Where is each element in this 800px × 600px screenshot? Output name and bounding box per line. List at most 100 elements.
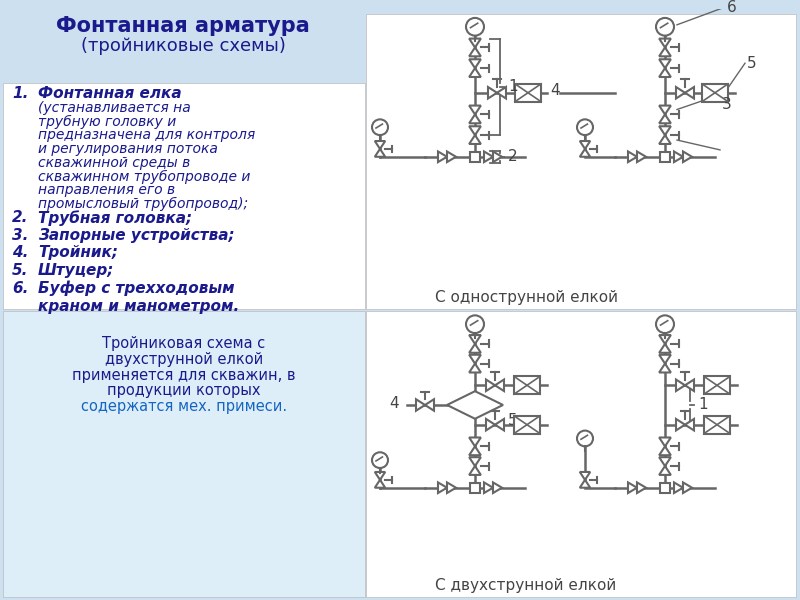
Polygon shape [469,59,481,68]
FancyBboxPatch shape [3,311,365,597]
Polygon shape [580,141,590,149]
Polygon shape [425,399,434,411]
Polygon shape [416,399,425,411]
Polygon shape [497,87,506,98]
Polygon shape [469,68,481,77]
Polygon shape [469,344,481,353]
Polygon shape [659,115,671,123]
Polygon shape [659,106,671,115]
Text: двухструнной елкой: двухструнной елкой [105,352,263,367]
Polygon shape [438,151,447,162]
Text: промысловый трубопровод);: промысловый трубопровод); [38,197,248,211]
Polygon shape [637,482,646,493]
Polygon shape [469,135,481,144]
Polygon shape [637,151,646,162]
Text: 5.: 5. [12,263,28,278]
Polygon shape [469,446,481,455]
Polygon shape [704,376,730,394]
Polygon shape [447,391,503,419]
Polygon shape [484,151,493,162]
Polygon shape [685,87,694,98]
Text: 5: 5 [508,413,518,428]
Text: 4.: 4. [12,245,28,260]
Polygon shape [469,106,481,115]
Polygon shape [659,135,671,144]
Polygon shape [659,437,671,446]
Text: направления его в: направления его в [38,184,175,197]
Text: 1: 1 [698,397,708,412]
Text: С однострунной елкой: С однострунной елкой [435,290,618,305]
Text: 1: 1 [508,79,518,94]
Text: 5: 5 [747,56,757,71]
Text: Тройниковая схема с: Тройниковая схема с [102,336,266,351]
Polygon shape [514,416,540,434]
Polygon shape [704,416,730,434]
Polygon shape [702,84,728,101]
Polygon shape [685,380,694,391]
Text: 3: 3 [722,97,732,112]
Polygon shape [659,126,671,135]
Polygon shape [470,152,480,162]
FancyBboxPatch shape [3,83,365,310]
Text: С двухструнной елкой: С двухструнной елкой [435,578,616,593]
Polygon shape [683,482,692,493]
Polygon shape [493,482,502,493]
Polygon shape [660,483,670,493]
Polygon shape [469,457,481,466]
Polygon shape [685,419,694,430]
Text: предназначена для контроля: предназначена для контроля [38,128,255,142]
Text: применяется для скважин, в: применяется для скважин, в [72,368,296,383]
Polygon shape [469,364,481,373]
Text: Фонтанная арматура: Фонтанная арматура [56,16,310,36]
Polygon shape [514,376,540,394]
Polygon shape [488,87,497,98]
Polygon shape [495,419,504,430]
Text: содержатся мех. примеси.: содержатся мех. примеси. [81,399,287,414]
Polygon shape [580,480,590,488]
Polygon shape [486,380,495,391]
Polygon shape [659,68,671,77]
Polygon shape [674,482,683,493]
Polygon shape [495,380,504,391]
Text: 6: 6 [727,0,737,14]
Text: Штуцер;: Штуцер; [38,263,114,278]
Text: трубную головку и: трубную головку и [38,115,176,128]
Polygon shape [659,355,671,364]
Polygon shape [659,466,671,475]
Polygon shape [469,126,481,135]
Text: Буфер с трехходовым
краном и манометром.: Буфер с трехходовым краном и манометром. [38,281,239,314]
Text: 2: 2 [508,149,518,164]
Text: скважинном трубопроводе и: скважинном трубопроводе и [38,170,250,184]
Polygon shape [469,115,481,123]
Polygon shape [469,335,481,344]
Text: 1.: 1. [12,86,28,101]
Polygon shape [470,483,480,493]
Polygon shape [659,59,671,68]
Polygon shape [438,482,447,493]
Polygon shape [374,141,386,149]
FancyBboxPatch shape [366,311,796,597]
Polygon shape [469,47,481,56]
Polygon shape [659,47,671,56]
Text: 6.: 6. [12,281,28,296]
Polygon shape [659,457,671,466]
Polygon shape [676,419,685,430]
Polygon shape [683,151,692,162]
Polygon shape [676,87,685,98]
Text: (устанавливается на: (устанавливается на [38,101,190,115]
Polygon shape [580,149,590,157]
Polygon shape [486,419,495,430]
Polygon shape [447,482,456,493]
Text: (тройниковые схемы): (тройниковые схемы) [81,37,286,55]
Polygon shape [580,472,590,480]
Text: Трубная головка;: Трубная головка; [38,210,192,226]
Text: и регулирования потока: и регулирования потока [38,142,218,156]
Polygon shape [469,437,481,446]
Text: скважинной среды в: скважинной среды в [38,156,190,170]
Polygon shape [659,344,671,353]
Polygon shape [515,84,541,101]
Polygon shape [447,151,456,162]
Polygon shape [469,38,481,47]
Polygon shape [628,482,637,493]
Text: Запорные устройства;: Запорные устройства; [38,227,234,242]
